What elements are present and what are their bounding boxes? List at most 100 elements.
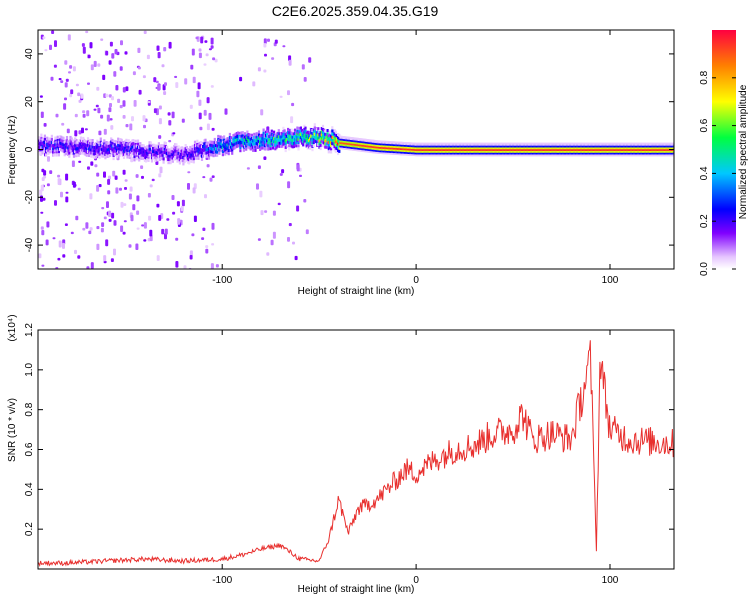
spectrogram-cell — [137, 47, 141, 53]
spectrogram-cell — [102, 151, 105, 155]
spectrogram-cell — [632, 148, 635, 151]
spectrogram-cell — [95, 142, 98, 146]
spectrogram-cell — [260, 137, 263, 141]
spectrogram-cell — [280, 145, 283, 148]
spectrogram-cell — [406, 150, 409, 154]
spectrogram-cell — [120, 145, 123, 149]
spectrogram-cell — [513, 153, 516, 157]
spectrogram-cell — [252, 148, 255, 152]
spectrogram-cell — [540, 144, 543, 148]
spectrogram-cell — [352, 142, 355, 146]
spectrogram-cell — [410, 149, 413, 153]
spectrogram-cell — [640, 144, 643, 148]
spectrogram-cell — [66, 128, 70, 134]
spectrogram-cell — [374, 148, 377, 152]
spectrogram-cell — [661, 144, 664, 148]
spectrogram-cell — [364, 145, 368, 149]
spectrogram-cell — [566, 149, 569, 153]
spectrogram-cell — [447, 151, 450, 155]
spectrogram-cell — [260, 140, 263, 144]
spectrogram-cell — [201, 237, 205, 240]
spectrogram-cell — [80, 93, 84, 99]
spectrogram-cell — [513, 146, 516, 150]
spectrogram-cell — [98, 155, 101, 159]
spectrogram-cell — [238, 138, 241, 142]
spectrogram-cell — [241, 134, 244, 138]
spectrogram-cell — [547, 146, 550, 150]
spectrogram-cell — [247, 145, 250, 149]
spectrogram-cell — [38, 136, 41, 140]
spectrogram-cell — [530, 146, 533, 150]
spectrogram-cell — [202, 154, 205, 158]
spectrogram-cell — [241, 140, 244, 144]
spectrogram-cell — [159, 158, 162, 161]
spectrogram-cell — [648, 146, 651, 150]
spectrogram-cell — [212, 154, 215, 158]
spectrogram-cell — [317, 133, 320, 137]
spectrogram-cell — [210, 150, 213, 154]
spectrogram-cell — [297, 138, 300, 141]
spectrogram-cell — [119, 105, 123, 109]
spectrogram-cell — [139, 148, 142, 152]
spectrogram-cell — [218, 142, 221, 146]
spectrogram-cell — [542, 151, 546, 155]
spectrogram-cell — [453, 144, 456, 148]
spectrogram-cell — [606, 149, 610, 153]
spectrogram-cell — [296, 205, 300, 212]
spectrogram-cell — [154, 152, 157, 156]
spectrogram-cell — [50, 137, 53, 141]
spectrogram-cell — [504, 148, 507, 151]
spectrogram-cell — [219, 141, 222, 145]
spectrogram-cell — [485, 142, 489, 146]
spectrogram-cell — [544, 148, 547, 151]
spectrogram-cell — [619, 144, 622, 148]
spectrogram-cell — [371, 141, 375, 145]
spectrogram-cell — [553, 151, 556, 155]
spectrogram-cell — [498, 149, 501, 153]
spectrogram-cell — [502, 142, 505, 146]
spectrogram-cell — [654, 146, 657, 150]
spectrogram-cell — [495, 151, 498, 155]
spectrogram-cell — [419, 149, 422, 153]
spectrogram-cell — [54, 136, 57, 140]
spectrogram-cell — [390, 142, 393, 146]
spectrogram-cell — [119, 147, 122, 151]
spectrogram-cell — [335, 140, 338, 144]
spectrogram-cell — [168, 161, 171, 165]
spectrogram-cell — [510, 149, 513, 153]
spectrogram-cell — [112, 170, 116, 177]
spectrogram-cell — [438, 146, 441, 150]
spectrogram-cell — [601, 148, 604, 151]
spectrogram-cell — [184, 144, 187, 147]
spectrogram-cell — [592, 151, 596, 155]
spectrogram-cell — [337, 142, 340, 146]
spectrogram-cell — [132, 142, 135, 146]
spectrogram-cell — [631, 149, 634, 153]
spectrogram-cell — [179, 146, 183, 150]
spectrogram-cell — [118, 153, 121, 157]
spectrogram-cell — [146, 158, 149, 161]
spectrogram-cell — [348, 145, 351, 149]
spectrogram-cell — [527, 153, 530, 157]
spectrogram-cell — [110, 137, 113, 141]
spectrogram-cell — [119, 138, 122, 141]
spectrogram-cell — [92, 142, 95, 146]
spectrogram-cell — [309, 146, 312, 150]
spectrogram-cell — [473, 153, 476, 157]
spectrogram-cell — [384, 147, 387, 151]
spectrogram-cell — [300, 141, 304, 145]
spectrogram-cell — [181, 155, 184, 159]
spectrogram-cell — [431, 142, 434, 146]
spectrogram-cell — [143, 239, 147, 242]
spectrogram-cell — [190, 150, 193, 154]
spectrogram-cell — [392, 143, 395, 147]
spectrogram-cell — [296, 164, 300, 172]
spectrogram-cell — [502, 151, 505, 155]
spectrogram-cell — [128, 149, 131, 153]
spectrogram-cell — [189, 104, 193, 109]
spectrogram-cell — [292, 145, 295, 149]
spectrogram-cell — [330, 144, 333, 148]
spectrogram-cell — [520, 144, 523, 148]
spectrogram-cell — [127, 139, 130, 143]
spectrogram-cell — [469, 142, 472, 146]
